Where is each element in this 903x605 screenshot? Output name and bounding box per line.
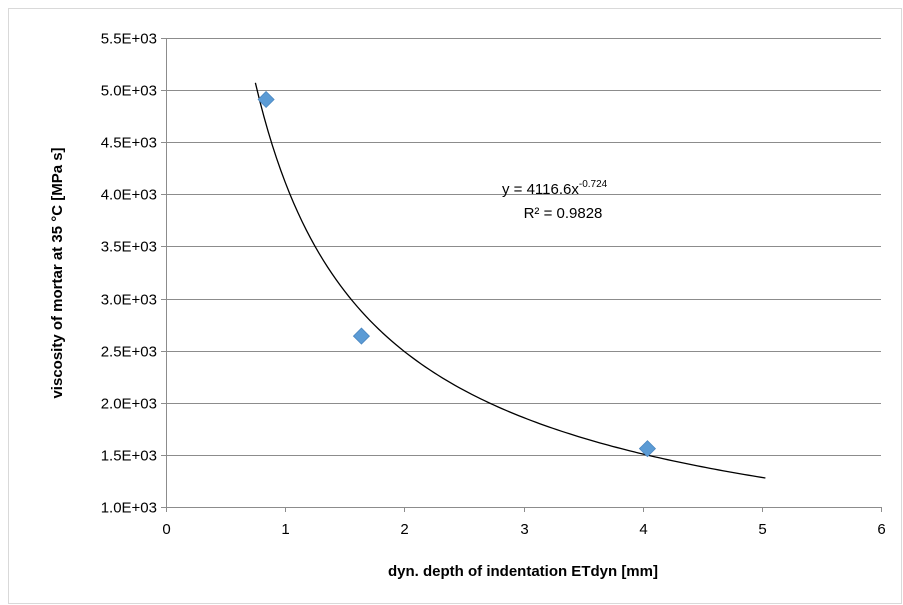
data-point	[638, 440, 656, 458]
x-tick-label: 3	[520, 521, 528, 538]
equation-exponent: -0.724	[579, 179, 608, 190]
x-tick-labels: 0 1 2 3 4 5 6	[162, 521, 885, 538]
y-tick-label: 1.0E+03	[101, 500, 157, 517]
y-tick-label: 4.5E+03	[101, 135, 157, 152]
x-tick-label: 1	[281, 521, 289, 538]
data-point	[352, 327, 370, 345]
y-tick-label: 3.0E+03	[101, 292, 157, 309]
y-tick-label: 1.5E+03	[101, 448, 157, 465]
trendline	[254, 82, 766, 479]
y-tick-label: 2.5E+03	[101, 344, 157, 361]
gridlines	[161, 38, 881, 508]
x-tick-label: 0	[162, 521, 170, 538]
y-tick-label: 2.0E+03	[101, 396, 157, 413]
x-tick-label: 5	[758, 521, 766, 538]
x-axis-title: dyn. depth of indentation ETdyn [mm]	[388, 563, 658, 580]
data-points	[257, 90, 656, 458]
y-tick-label: 4.0E+03	[101, 187, 157, 204]
trendline-equation: y = 4116.6x-0.724	[502, 179, 608, 198]
y-tick-label: 3.5E+03	[101, 239, 157, 256]
x-tick-label: 2	[400, 521, 408, 538]
axes	[166, 38, 882, 512]
y-axis-title: viscosity of mortar at 35 °C [MPa s]	[49, 147, 66, 398]
chart-frame	[8, 8, 902, 604]
x-tick-label: 4	[639, 521, 647, 538]
equation-base: y = 4116.6x	[502, 181, 579, 198]
y-tick-labels: 1.0E+03 1.5E+03 2.0E+03 2.5E+03 3.0E+03 3.5E+…	[101, 31, 157, 517]
y-tick-label: 5.5E+03	[101, 31, 157, 48]
y-tick-label: 5.0E+03	[101, 83, 157, 100]
data-point	[257, 90, 275, 109]
r-squared-label: R² = 0.9828	[524, 205, 603, 222]
x-tick-label: 6	[877, 521, 885, 538]
